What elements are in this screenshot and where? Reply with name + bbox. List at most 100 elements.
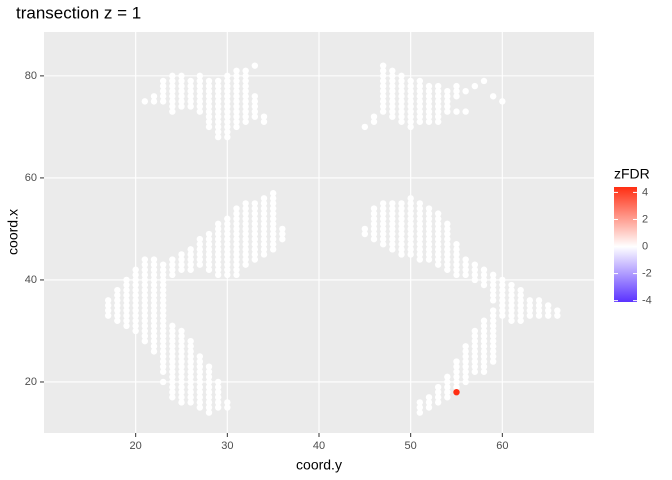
point xyxy=(205,93,213,100)
point xyxy=(214,77,222,85)
point xyxy=(159,312,167,319)
point xyxy=(114,307,121,314)
point xyxy=(141,286,149,294)
point xyxy=(159,271,167,279)
point xyxy=(361,225,369,233)
point xyxy=(370,215,378,222)
point xyxy=(398,72,405,80)
point xyxy=(178,378,185,386)
point xyxy=(526,297,534,304)
point xyxy=(205,404,213,411)
point xyxy=(389,98,396,105)
point xyxy=(370,205,378,212)
point xyxy=(205,230,213,238)
point xyxy=(141,266,149,273)
point xyxy=(379,220,387,228)
point xyxy=(224,261,231,268)
point xyxy=(416,399,424,406)
point xyxy=(224,230,231,238)
point xyxy=(242,103,249,110)
point xyxy=(434,210,442,217)
point xyxy=(178,256,185,263)
point xyxy=(434,246,442,253)
point xyxy=(535,307,543,314)
point xyxy=(471,358,479,365)
point xyxy=(260,246,268,253)
point xyxy=(169,383,176,391)
point xyxy=(499,307,506,314)
point xyxy=(187,358,194,365)
point xyxy=(434,241,442,248)
point xyxy=(370,118,378,125)
point xyxy=(214,133,222,141)
point xyxy=(242,113,249,120)
point xyxy=(389,67,396,74)
point xyxy=(196,251,204,258)
point xyxy=(379,215,387,222)
point xyxy=(150,286,158,294)
point xyxy=(132,266,139,273)
point xyxy=(242,210,249,217)
point xyxy=(260,225,268,233)
point xyxy=(214,271,222,279)
point xyxy=(178,353,185,360)
point xyxy=(196,399,204,406)
point xyxy=(389,113,396,120)
point xyxy=(425,241,433,248)
point xyxy=(260,215,268,222)
point xyxy=(389,235,396,243)
point xyxy=(141,307,149,314)
point xyxy=(453,261,460,268)
point xyxy=(398,103,405,110)
point xyxy=(251,93,259,100)
point xyxy=(196,77,204,85)
point xyxy=(150,256,158,263)
point xyxy=(251,210,259,217)
point xyxy=(214,383,222,391)
point xyxy=(242,82,249,90)
point xyxy=(260,220,268,228)
point xyxy=(159,343,167,350)
legend-tick-label: 4 xyxy=(642,186,648,198)
point xyxy=(242,108,249,115)
point xyxy=(233,123,240,131)
point xyxy=(159,348,167,355)
point xyxy=(425,246,433,253)
point xyxy=(242,77,249,85)
point xyxy=(389,72,396,80)
point xyxy=(389,200,396,207)
point xyxy=(242,200,249,207)
point xyxy=(242,98,249,105)
point xyxy=(159,292,167,299)
point xyxy=(159,378,167,386)
point xyxy=(407,230,414,238)
point xyxy=(471,332,479,340)
point xyxy=(169,348,176,355)
point xyxy=(480,322,488,330)
point xyxy=(554,307,561,314)
point xyxy=(379,235,387,243)
point xyxy=(453,373,460,381)
point xyxy=(159,276,167,284)
point xyxy=(407,98,414,105)
point xyxy=(178,343,185,350)
point xyxy=(462,343,469,350)
point xyxy=(214,235,222,243)
point xyxy=(242,256,249,263)
point xyxy=(150,348,158,355)
point xyxy=(379,205,387,212)
point xyxy=(499,292,506,299)
point xyxy=(214,82,222,90)
point xyxy=(141,261,149,268)
point xyxy=(489,312,497,319)
point xyxy=(251,215,259,222)
point xyxy=(233,210,240,217)
point xyxy=(480,317,488,324)
point xyxy=(407,87,414,95)
point xyxy=(269,195,277,202)
point xyxy=(269,225,277,233)
point xyxy=(471,337,479,345)
point xyxy=(169,373,176,381)
point xyxy=(233,113,240,120)
point xyxy=(425,205,433,212)
